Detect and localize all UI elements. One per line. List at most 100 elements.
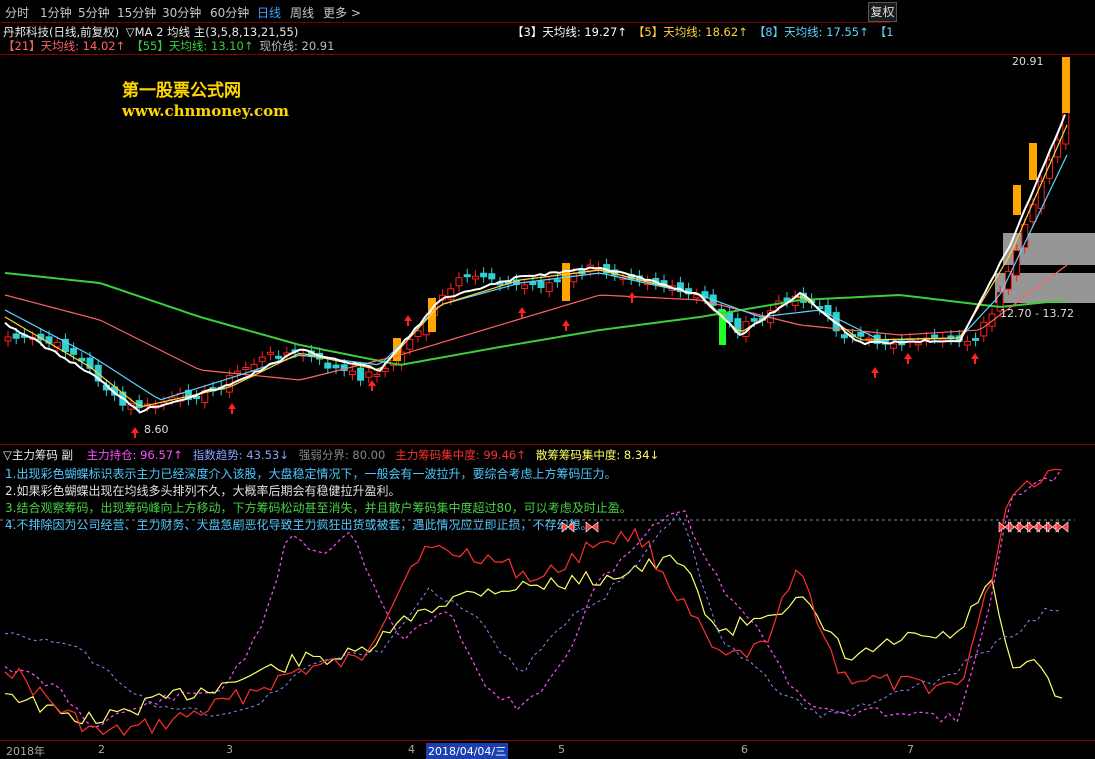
candle-body bbox=[521, 284, 529, 290]
ma-value-1: 【5】天均线: 18.62↑ bbox=[632, 25, 748, 39]
candle-body bbox=[447, 288, 455, 300]
highlight-candle-green bbox=[719, 310, 726, 345]
high-price-label: 20.91 bbox=[1012, 55, 1044, 68]
time-axis: 2018年 2 3 4 2018/04/04/三 5 6 7 bbox=[0, 740, 1095, 759]
candle-body bbox=[70, 347, 78, 355]
candle-body bbox=[988, 313, 996, 327]
tab-5min[interactable]: 5分钟 bbox=[78, 6, 110, 20]
sub-indicator-value-0: 主力持仓: 96.57↑ bbox=[86, 448, 183, 462]
sub-indicator-value-2: 强弱分界: 80.00 bbox=[298, 448, 386, 462]
selected-date: 2018/04/04/三 bbox=[426, 743, 509, 759]
butterfly-icon bbox=[1017, 521, 1031, 533]
main-concentration-line bbox=[4, 468, 1063, 737]
highlight-candle bbox=[1013, 185, 1021, 215]
candle-body bbox=[61, 338, 69, 352]
candle-body bbox=[332, 364, 340, 369]
ma-value-0: 【3】天均线: 19.27↑ bbox=[512, 25, 627, 39]
butterfly-icon bbox=[585, 521, 599, 533]
tab-more[interactable]: 更多 > bbox=[323, 6, 361, 20]
main-position-line bbox=[4, 469, 1062, 729]
highlight-candle bbox=[1062, 57, 1070, 113]
ma21-line bbox=[4, 264, 1068, 381]
index-trend-line bbox=[4, 513, 1062, 719]
low-price-label: 8.60 bbox=[144, 423, 169, 436]
candle-body bbox=[242, 367, 250, 371]
candle-body bbox=[1004, 270, 1012, 290]
ma3-line bbox=[4, 114, 1066, 414]
tab-daily[interactable]: 日线 bbox=[257, 6, 282, 20]
note-line-2: 2.如果彩色蝴蝶出现在均线多头排列不久，大概率后期会有稳健拉升盈利。 bbox=[5, 484, 401, 498]
candle-body bbox=[840, 334, 848, 339]
candle-body bbox=[1045, 159, 1053, 179]
candle-body bbox=[701, 291, 709, 299]
ma-value-1: 【55】天均线: 13.10↑ bbox=[131, 39, 254, 53]
retail-concentration-line bbox=[4, 554, 1063, 725]
ma-values-row-2: 【21】天均线: 14.02↑ 【55】天均线: 13.10↑ 现价线: 20.91 bbox=[3, 38, 340, 54]
chip-band-label: 12.70 - 13.72 bbox=[1000, 307, 1074, 320]
candle-body bbox=[193, 395, 201, 400]
candle-body bbox=[963, 340, 971, 346]
candle-body bbox=[570, 273, 578, 283]
candle-body bbox=[972, 337, 980, 341]
ma-value-2: 现价线: 20.91 bbox=[259, 39, 335, 53]
axis-label-month: 6 bbox=[741, 743, 748, 756]
candle-body bbox=[1054, 139, 1062, 158]
stock-title: 丹邦科技(日线,前复权) ▽MA 2 均线 主(3,5,8,13,21,55) bbox=[3, 24, 298, 40]
tab-60min[interactable]: 60分钟 bbox=[210, 6, 250, 20]
buy-arrow-icon bbox=[904, 353, 912, 364]
candle-body bbox=[890, 343, 898, 349]
ma-value-0: 【21】天均线: 14.02↑ bbox=[3, 39, 126, 53]
candle-body bbox=[545, 282, 553, 293]
candle-body bbox=[78, 357, 86, 362]
axis-label-month: 2 bbox=[98, 743, 105, 756]
candle-body bbox=[1029, 203, 1037, 223]
axis-label-month: 3 bbox=[226, 743, 233, 756]
ma-values-row: 【3】天均线: 19.27↑ 【5】天均线: 18.62↑ 【8】天均线: 17.5… bbox=[512, 24, 900, 40]
candle-body bbox=[726, 312, 734, 323]
highlight-candle bbox=[562, 263, 570, 301]
highlight-candle bbox=[428, 298, 436, 332]
watermark-url: www.chnmoney.com bbox=[122, 102, 289, 120]
candle-body bbox=[857, 332, 865, 337]
candle-body bbox=[275, 355, 283, 359]
chip-indicator-chart[interactable] bbox=[0, 460, 1095, 740]
tab-fenshi[interactable]: 分时 bbox=[5, 6, 30, 20]
period-toolbar: 分时 1分钟 5分钟 15分钟 30分钟 60分钟 日线 周线 更多 > bbox=[0, 0, 890, 23]
candle-body bbox=[676, 282, 684, 293]
candle-body bbox=[980, 321, 988, 337]
candle-body bbox=[488, 273, 496, 280]
buy-arrow-icon bbox=[404, 315, 412, 326]
adjust-button[interactable]: 复权 bbox=[868, 2, 897, 22]
candle-body bbox=[947, 335, 955, 340]
sub-indicator-title: ▽主力筹码 副 bbox=[3, 448, 73, 462]
candle-body bbox=[996, 291, 1004, 312]
buy-arrow-icon bbox=[971, 353, 979, 364]
tab-30min[interactable]: 30分钟 bbox=[162, 6, 202, 20]
ma5-line bbox=[4, 124, 1068, 407]
candle-body bbox=[750, 318, 758, 322]
sub-indicator-value-1: 指数趋势: 43.53↓ bbox=[192, 448, 289, 462]
buy-arrow-icon bbox=[368, 380, 376, 391]
buy-arrow-icon bbox=[131, 427, 139, 438]
ma-value-3: 【1 bbox=[874, 25, 894, 39]
tab-weekly[interactable]: 周线 bbox=[290, 6, 315, 20]
buy-arrow-icon bbox=[228, 403, 236, 414]
candle-body bbox=[324, 362, 332, 369]
divider bbox=[0, 54, 1095, 55]
buy-arrow-icon bbox=[871, 367, 879, 378]
candle-body bbox=[931, 334, 939, 339]
buy-arrow-icon bbox=[518, 307, 526, 318]
candle-body bbox=[365, 371, 373, 378]
watermark-title: 第一股票公式网 bbox=[122, 81, 241, 101]
ma55-line bbox=[4, 272, 1068, 366]
note-line-4: 4.不排除因为公司经营、主力财务、大盘急剧恶化导致主力疯狂出货或被套，遇此情况应… bbox=[5, 518, 593, 532]
butterfly-icon bbox=[998, 521, 1012, 533]
tab-1min[interactable]: 1分钟 bbox=[40, 6, 72, 20]
sub-indicator-value-3: 主力筹码集中度: 99.46↑ bbox=[395, 448, 526, 462]
candle-body bbox=[463, 274, 471, 278]
sub-indicator-value-4: 散筹筹码集中度: 8.34↓ bbox=[535, 448, 660, 462]
buy-arrow-icon bbox=[628, 292, 636, 303]
tab-15min[interactable]: 15分钟 bbox=[117, 6, 157, 20]
candle-body bbox=[258, 356, 266, 362]
candlestick-chart[interactable] bbox=[0, 55, 1095, 445]
